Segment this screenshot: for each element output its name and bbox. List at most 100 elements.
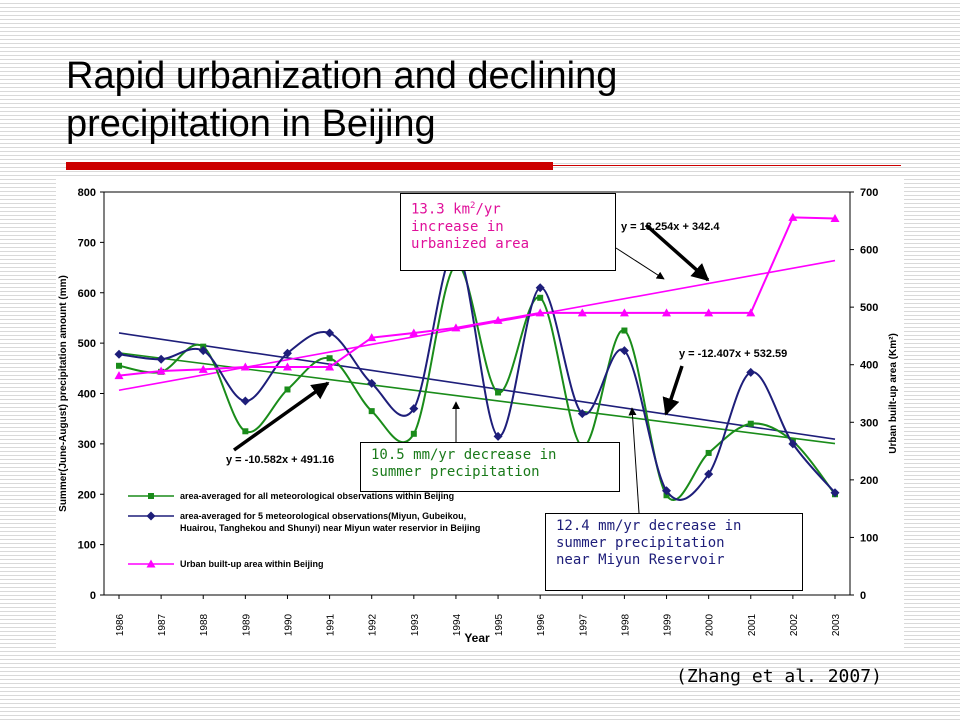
data-point xyxy=(704,469,714,479)
slide-title: Rapid urbanization and declining precipi… xyxy=(66,52,886,148)
x-tick-label: 1987 xyxy=(157,613,168,636)
chart-axes: 0 100 200 300 400 500 600 700 800 0 100 200 300 400 50… xyxy=(58,187,899,645)
callout-urban-sup: 2 xyxy=(470,201,476,211)
legend-item: Urban built-up area within Beijing xyxy=(128,559,324,569)
x-tick-label: 1995 xyxy=(494,613,505,636)
data-point xyxy=(198,364,208,373)
data-point xyxy=(156,354,166,364)
data-point xyxy=(325,362,335,371)
data-point xyxy=(705,449,712,456)
data-point xyxy=(493,315,503,324)
arrow-to-beijing-trend xyxy=(232,381,330,452)
legend-marker xyxy=(146,559,156,568)
data-point xyxy=(368,408,375,415)
series-miyun-5 xyxy=(114,245,840,501)
data-point xyxy=(621,327,628,334)
data-point xyxy=(198,346,208,356)
legend-item: area-averaged for 5 meteorological obser… xyxy=(128,511,480,533)
series-line xyxy=(118,216,836,377)
x-tick-label: 2003 xyxy=(831,613,842,636)
arrow-to-urban-trend xyxy=(644,223,710,282)
data-series xyxy=(114,212,840,501)
legend-marker xyxy=(148,493,154,499)
legend-label: Huairou, Tanghekou and Shunyi) near Miyu… xyxy=(180,523,480,533)
x-tick-label: 1998 xyxy=(620,613,631,636)
legend-item: area-averaged for all meteorological obs… xyxy=(128,491,454,501)
x-axis-label: Year xyxy=(464,631,490,645)
data-point xyxy=(577,308,587,317)
x-tick-label: 1999 xyxy=(663,613,674,636)
x-tick-label: 1989 xyxy=(241,613,252,636)
data-point xyxy=(242,428,249,435)
legend-label: area-averaged for all meteorological obs… xyxy=(180,491,454,501)
data-point xyxy=(367,333,377,342)
chart-legend: area-averaged for all meteorological obs… xyxy=(128,491,480,569)
y-right-tick-label: 0 xyxy=(860,590,866,602)
y-left-tick-label: 200 xyxy=(78,489,96,501)
data-point xyxy=(746,308,756,317)
y-left-axis-label: Summer(June-August) precipitation amount… xyxy=(58,275,69,512)
x-tick-label: 1994 xyxy=(452,613,463,636)
y-left-tick-label: 400 xyxy=(78,389,96,401)
title-line-1: Rapid urbanization and declining xyxy=(66,55,618,97)
data-point xyxy=(535,308,545,317)
x-tick-label: 1986 xyxy=(115,613,126,636)
x-tick-label: 2002 xyxy=(789,613,800,636)
legend-label: Urban built-up area within Beijing xyxy=(180,559,324,569)
y-left-tick-label: 700 xyxy=(78,237,96,249)
x-tick-label: 2000 xyxy=(705,613,716,636)
citation: (Zhang et al. 2007) xyxy=(676,666,882,687)
y-left-tick-label: 800 xyxy=(78,187,96,199)
data-point xyxy=(704,308,714,317)
data-point xyxy=(619,346,629,356)
y-right-axis-label: Urban built-up area (Km²) xyxy=(888,333,899,454)
x-tick-label: 1990 xyxy=(283,613,294,636)
data-point xyxy=(619,308,629,317)
x-tick-label: 1993 xyxy=(410,613,421,636)
data-point xyxy=(537,294,544,301)
arrow-to-miyun-trend xyxy=(662,365,684,416)
data-point xyxy=(662,308,672,317)
y-right-tick-label: 600 xyxy=(860,245,878,257)
callout-urban-prefix: 13.3 km xyxy=(411,201,471,218)
data-point xyxy=(788,439,798,449)
data-point xyxy=(495,389,502,396)
y-left-tick-label: 100 xyxy=(78,540,96,552)
y-right-tick-label: 200 xyxy=(860,475,878,487)
callout-miyun-decrease: 12.4 mm/yr decrease in summer precipitat… xyxy=(545,513,803,591)
data-point xyxy=(240,362,250,371)
trendline xyxy=(118,332,836,440)
data-point xyxy=(114,349,124,359)
data-point xyxy=(788,212,798,221)
title-underline-accent xyxy=(66,162,553,170)
precipitation-urbanization-chart: 0 100 200 300 400 500 600 700 800 0 100 200 300 400 50… xyxy=(58,187,899,645)
callout-beijing-decrease: 10.5 mm/yr decrease in summer precipitat… xyxy=(360,442,620,492)
data-point xyxy=(830,213,840,222)
y-left-tick-label: 0 xyxy=(90,590,96,602)
data-point xyxy=(662,486,672,496)
trendline-label-miyun: y = -12.407x + 532.59 xyxy=(679,348,787,360)
data-point xyxy=(409,328,419,337)
y-right-tick-label: 400 xyxy=(860,360,878,372)
x-tick-label: 1996 xyxy=(536,613,547,636)
title-underline-thin xyxy=(553,165,901,166)
x-tick-label: 1988 xyxy=(199,613,210,636)
data-point xyxy=(282,362,292,371)
data-point xyxy=(240,396,250,406)
data-point xyxy=(156,366,166,375)
legend-label: area-averaged for 5 meteorological obser… xyxy=(180,511,466,521)
data-point xyxy=(451,323,461,332)
x-tick-label: 2001 xyxy=(747,613,758,636)
trendline-label-urban: y = 13.254x + 342.4 xyxy=(621,221,720,233)
y-right-tick-label: 100 xyxy=(860,532,878,544)
x-tick-label: 1992 xyxy=(368,613,379,636)
data-point xyxy=(410,430,417,437)
pointer-urban-callout xyxy=(615,247,665,280)
data-point xyxy=(830,488,840,498)
data-point xyxy=(535,283,545,293)
legend-marker xyxy=(146,511,156,521)
data-point xyxy=(326,355,333,362)
data-point xyxy=(663,492,670,499)
data-point xyxy=(409,404,419,414)
y-left-tick-label: 500 xyxy=(78,338,96,350)
